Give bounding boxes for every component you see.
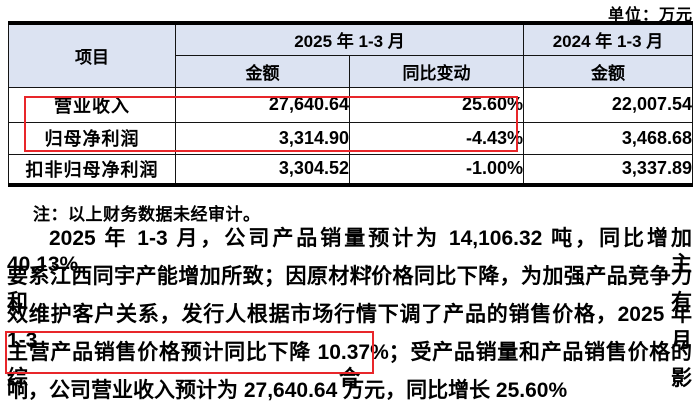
- note-text: 注：以上财务数据未经审计。: [33, 205, 261, 224]
- row-item-label: 营业收入: [8, 86, 176, 123]
- cell-yoy: -1.00%: [349, 153, 524, 186]
- table-header-row-1: 项目 2025 年 1-3 月 2024 年 1-3 月: [8, 22, 693, 88]
- cell-amount-2024: 3,337.89: [523, 153, 693, 186]
- header-cell-item: 项目: [8, 22, 176, 88]
- unit-label: 单位：万元: [607, 7, 693, 24]
- table-row-adjusted-net-profit: 扣非归母净利润 3,304.52 -1.00% 3,337.89: [8, 153, 693, 186]
- table-row-net-profit: 归母净利润 3,314.90 -4.43% 3,468.68: [8, 121, 693, 155]
- cell-amount-2025: 3,314.90: [175, 121, 350, 155]
- header-cell-yoy: 同比变动: [349, 54, 524, 88]
- row-item-label: 扣非归母净利润: [8, 153, 176, 186]
- table-header-row-2: 金额 同比变动 金额: [9, 54, 693, 88]
- header-cell-period-2025: 2025 年 1-3 月: [175, 22, 524, 56]
- cell-yoy: -4.43%: [349, 121, 524, 155]
- row-item-label: 归母净利润: [8, 121, 176, 155]
- header-cell-period-2024: 2024 年 1-3 月: [523, 22, 693, 56]
- cell-amount-2025: 27,640.64: [175, 86, 350, 123]
- cell-yoy: 25.60%: [349, 86, 524, 123]
- paragraph-line: 效维护客户关系，发行人根据市场行情下调了产品的销售价格，2025 年 1-3 月: [7, 303, 692, 352]
- financial-table: 项目 2025 年 1-3 月 2024 年 1-3 月 金额 同比变动 金额 …: [8, 21, 693, 187]
- cell-amount-2024: 3,468.68: [523, 121, 693, 155]
- cell-amount-2025: 3,304.52: [175, 153, 350, 186]
- table-row-revenue: 营业收入 27,640.64 25.60% 22,007.54: [8, 86, 693, 123]
- paragraph-line: 2025 年 1-3 月，公司产品销量预计为 14,106.32 吨，同比增加 …: [7, 227, 692, 276]
- cell-amount-2024: 22,007.54: [523, 86, 693, 123]
- paragraph-line: 要系江西同宇产能增加所致；因原材料价格同比下降，为加强产品竞争力和有: [7, 265, 692, 314]
- header-cell-amount-2024: 金额: [523, 54, 693, 88]
- header-cell-amount-2025: 金额: [175, 54, 350, 88]
- paragraph-line: 响，公司营业收入预计为 27,640.64 万元，同比增长 25.60%: [7, 379, 568, 402]
